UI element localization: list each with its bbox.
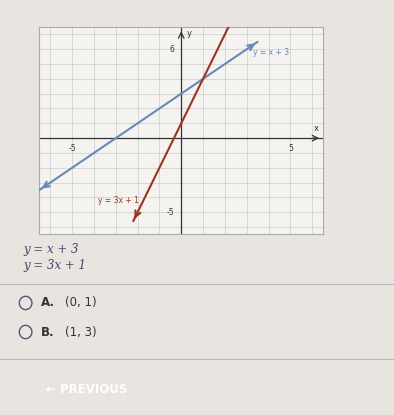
Text: A.: A.	[41, 296, 56, 310]
Text: (0, 1): (0, 1)	[65, 296, 97, 310]
Text: B.: B.	[41, 325, 55, 339]
Text: x: x	[314, 124, 319, 133]
Text: -5: -5	[167, 208, 175, 217]
Text: (1, 3): (1, 3)	[65, 325, 97, 339]
Text: 5: 5	[288, 144, 293, 153]
Text: ← PREVIOUS: ← PREVIOUS	[46, 383, 127, 395]
Text: y = x + 3: y = x + 3	[253, 48, 289, 57]
Text: 6: 6	[170, 45, 175, 54]
Text: y = 3x + 1: y = 3x + 1	[24, 259, 87, 272]
Text: y: y	[187, 29, 192, 38]
Text: y = 3x + 1: y = 3x + 1	[98, 196, 139, 205]
Text: y = x + 3: y = x + 3	[24, 243, 79, 256]
Text: -5: -5	[68, 144, 76, 153]
